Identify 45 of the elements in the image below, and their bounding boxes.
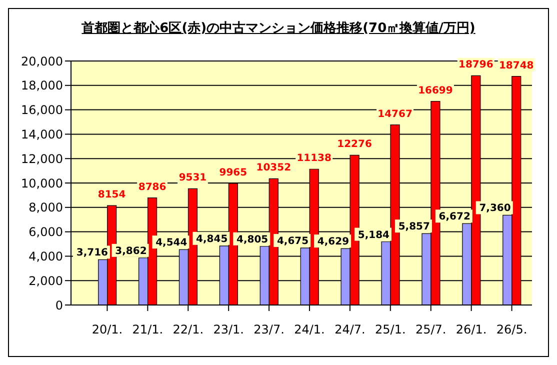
data-label: 18748 <box>498 60 534 72</box>
data-label: 10352 <box>256 162 292 174</box>
y-tick-label: 20,000 <box>21 54 63 68</box>
x-tick-label: 25/7. <box>415 322 446 337</box>
x-tick-label: 20/1. <box>92 322 123 337</box>
chart-title: 首都圏と都心6区(赤)の中古マンション価格推移(70㎡換算値/万円) <box>80 20 476 38</box>
x-tick-label: 25/1. <box>375 322 406 337</box>
y-tick-label: 4,000 <box>28 249 63 264</box>
y-tick-label: 6,000 <box>28 225 63 240</box>
x-tick-label: 23/7. <box>254 322 284 337</box>
y-tick-label: 18,000 <box>21 78 63 93</box>
data-label: 4,629 <box>317 236 350 248</box>
data-label: 4,675 <box>276 236 309 247</box>
data-label: 12276 <box>337 139 372 150</box>
x-tick-label: 22/1. <box>172 322 204 337</box>
data-label: 4,805 <box>236 234 268 246</box>
x-tick-label: 26/5. <box>496 322 528 337</box>
y-tick-label: 14,000 <box>21 127 63 142</box>
x-tick-label: 24/1. <box>294 322 325 337</box>
x-tick-label: 23/1. <box>213 322 244 337</box>
x-tick-label: 24/7. <box>334 322 366 337</box>
y-tick-label: 0 <box>55 298 63 312</box>
y-tick-label: 16,000 <box>21 103 63 118</box>
y-tick-label: 10,000 <box>21 176 63 190</box>
data-label: 4,845 <box>196 234 228 245</box>
data-label: 8786 <box>138 182 166 193</box>
data-label: 16699 <box>418 85 453 96</box>
data-label: 3,716 <box>76 248 108 259</box>
y-tick-label: 12,000 <box>21 152 63 166</box>
data-label: 5,184 <box>358 230 390 241</box>
x-tick-label: 26/1. <box>456 322 487 337</box>
x-tick-label: 21/1. <box>132 322 164 337</box>
data-label: 14767 <box>378 108 412 120</box>
data-label: 9531 <box>178 172 207 184</box>
data-label: 7,360 <box>479 203 511 214</box>
data-label: 11138 <box>296 153 332 164</box>
data-label: 3,862 <box>115 246 147 257</box>
data-label: 8154 <box>98 190 126 201</box>
data-label: 4,544 <box>156 238 188 249</box>
y-tick-label: 8,000 <box>28 200 63 215</box>
y-tick-label: 2,000 <box>28 274 63 288</box>
data-label: 5,857 <box>398 222 430 233</box>
data-label: 6,672 <box>438 212 470 223</box>
data-label: 9965 <box>219 167 248 178</box>
data-label: 18796 <box>458 60 494 71</box>
